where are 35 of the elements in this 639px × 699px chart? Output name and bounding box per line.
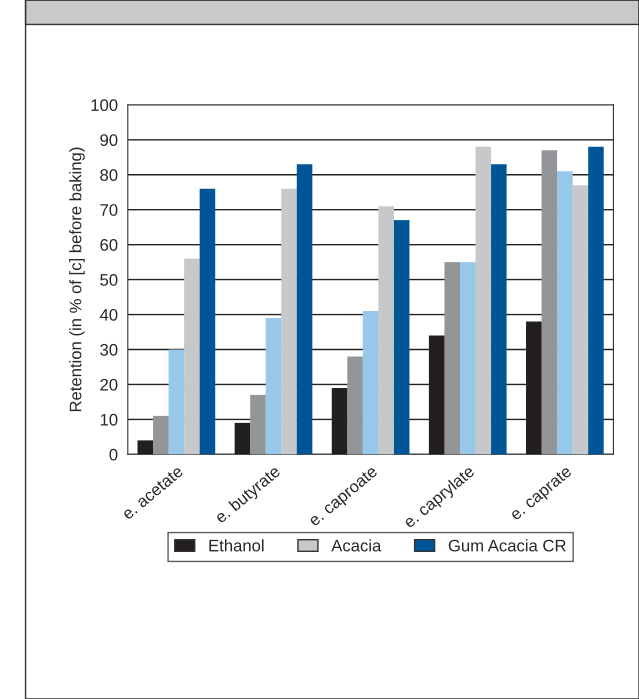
legend-label: Gum Acacia CR	[448, 539, 566, 552]
bar	[542, 150, 558, 454]
bar	[168, 350, 184, 454]
y-tick-label: 40	[100, 308, 118, 321]
bar	[378, 206, 394, 454]
bar	[588, 146, 604, 454]
bar	[266, 318, 282, 454]
bar	[394, 220, 410, 454]
bar	[281, 188, 297, 454]
bar	[460, 262, 476, 454]
bar	[362, 311, 378, 454]
y-tick-label: 80	[100, 169, 118, 181]
y-tick-label: 20	[100, 378, 118, 391]
y-tick-label: 60	[100, 239, 118, 251]
bar	[200, 188, 216, 454]
y-tick-label: 0	[109, 448, 118, 461]
bar	[347, 356, 363, 454]
bar	[153, 416, 169, 454]
bar	[296, 164, 312, 454]
bar	[444, 262, 460, 454]
y-tick-label: 10	[100, 414, 118, 426]
y-tick-label: 90	[100, 134, 118, 146]
y-tick-label: 100	[92, 99, 118, 112]
y-axis-title: Retention (in % of [c] before baking)	[69, 148, 85, 412]
bar	[491, 164, 507, 454]
y-tick-label: 30	[100, 344, 118, 356]
legend-label: Acacia	[331, 539, 382, 552]
legend-label: Ethanol	[209, 539, 264, 552]
bar	[557, 171, 573, 454]
bar	[250, 394, 266, 454]
y-tick-label: 70	[100, 204, 118, 216]
bar	[476, 146, 492, 454]
y-tick-label: 50	[100, 274, 118, 286]
bar	[572, 185, 588, 454]
bar	[184, 258, 200, 454]
